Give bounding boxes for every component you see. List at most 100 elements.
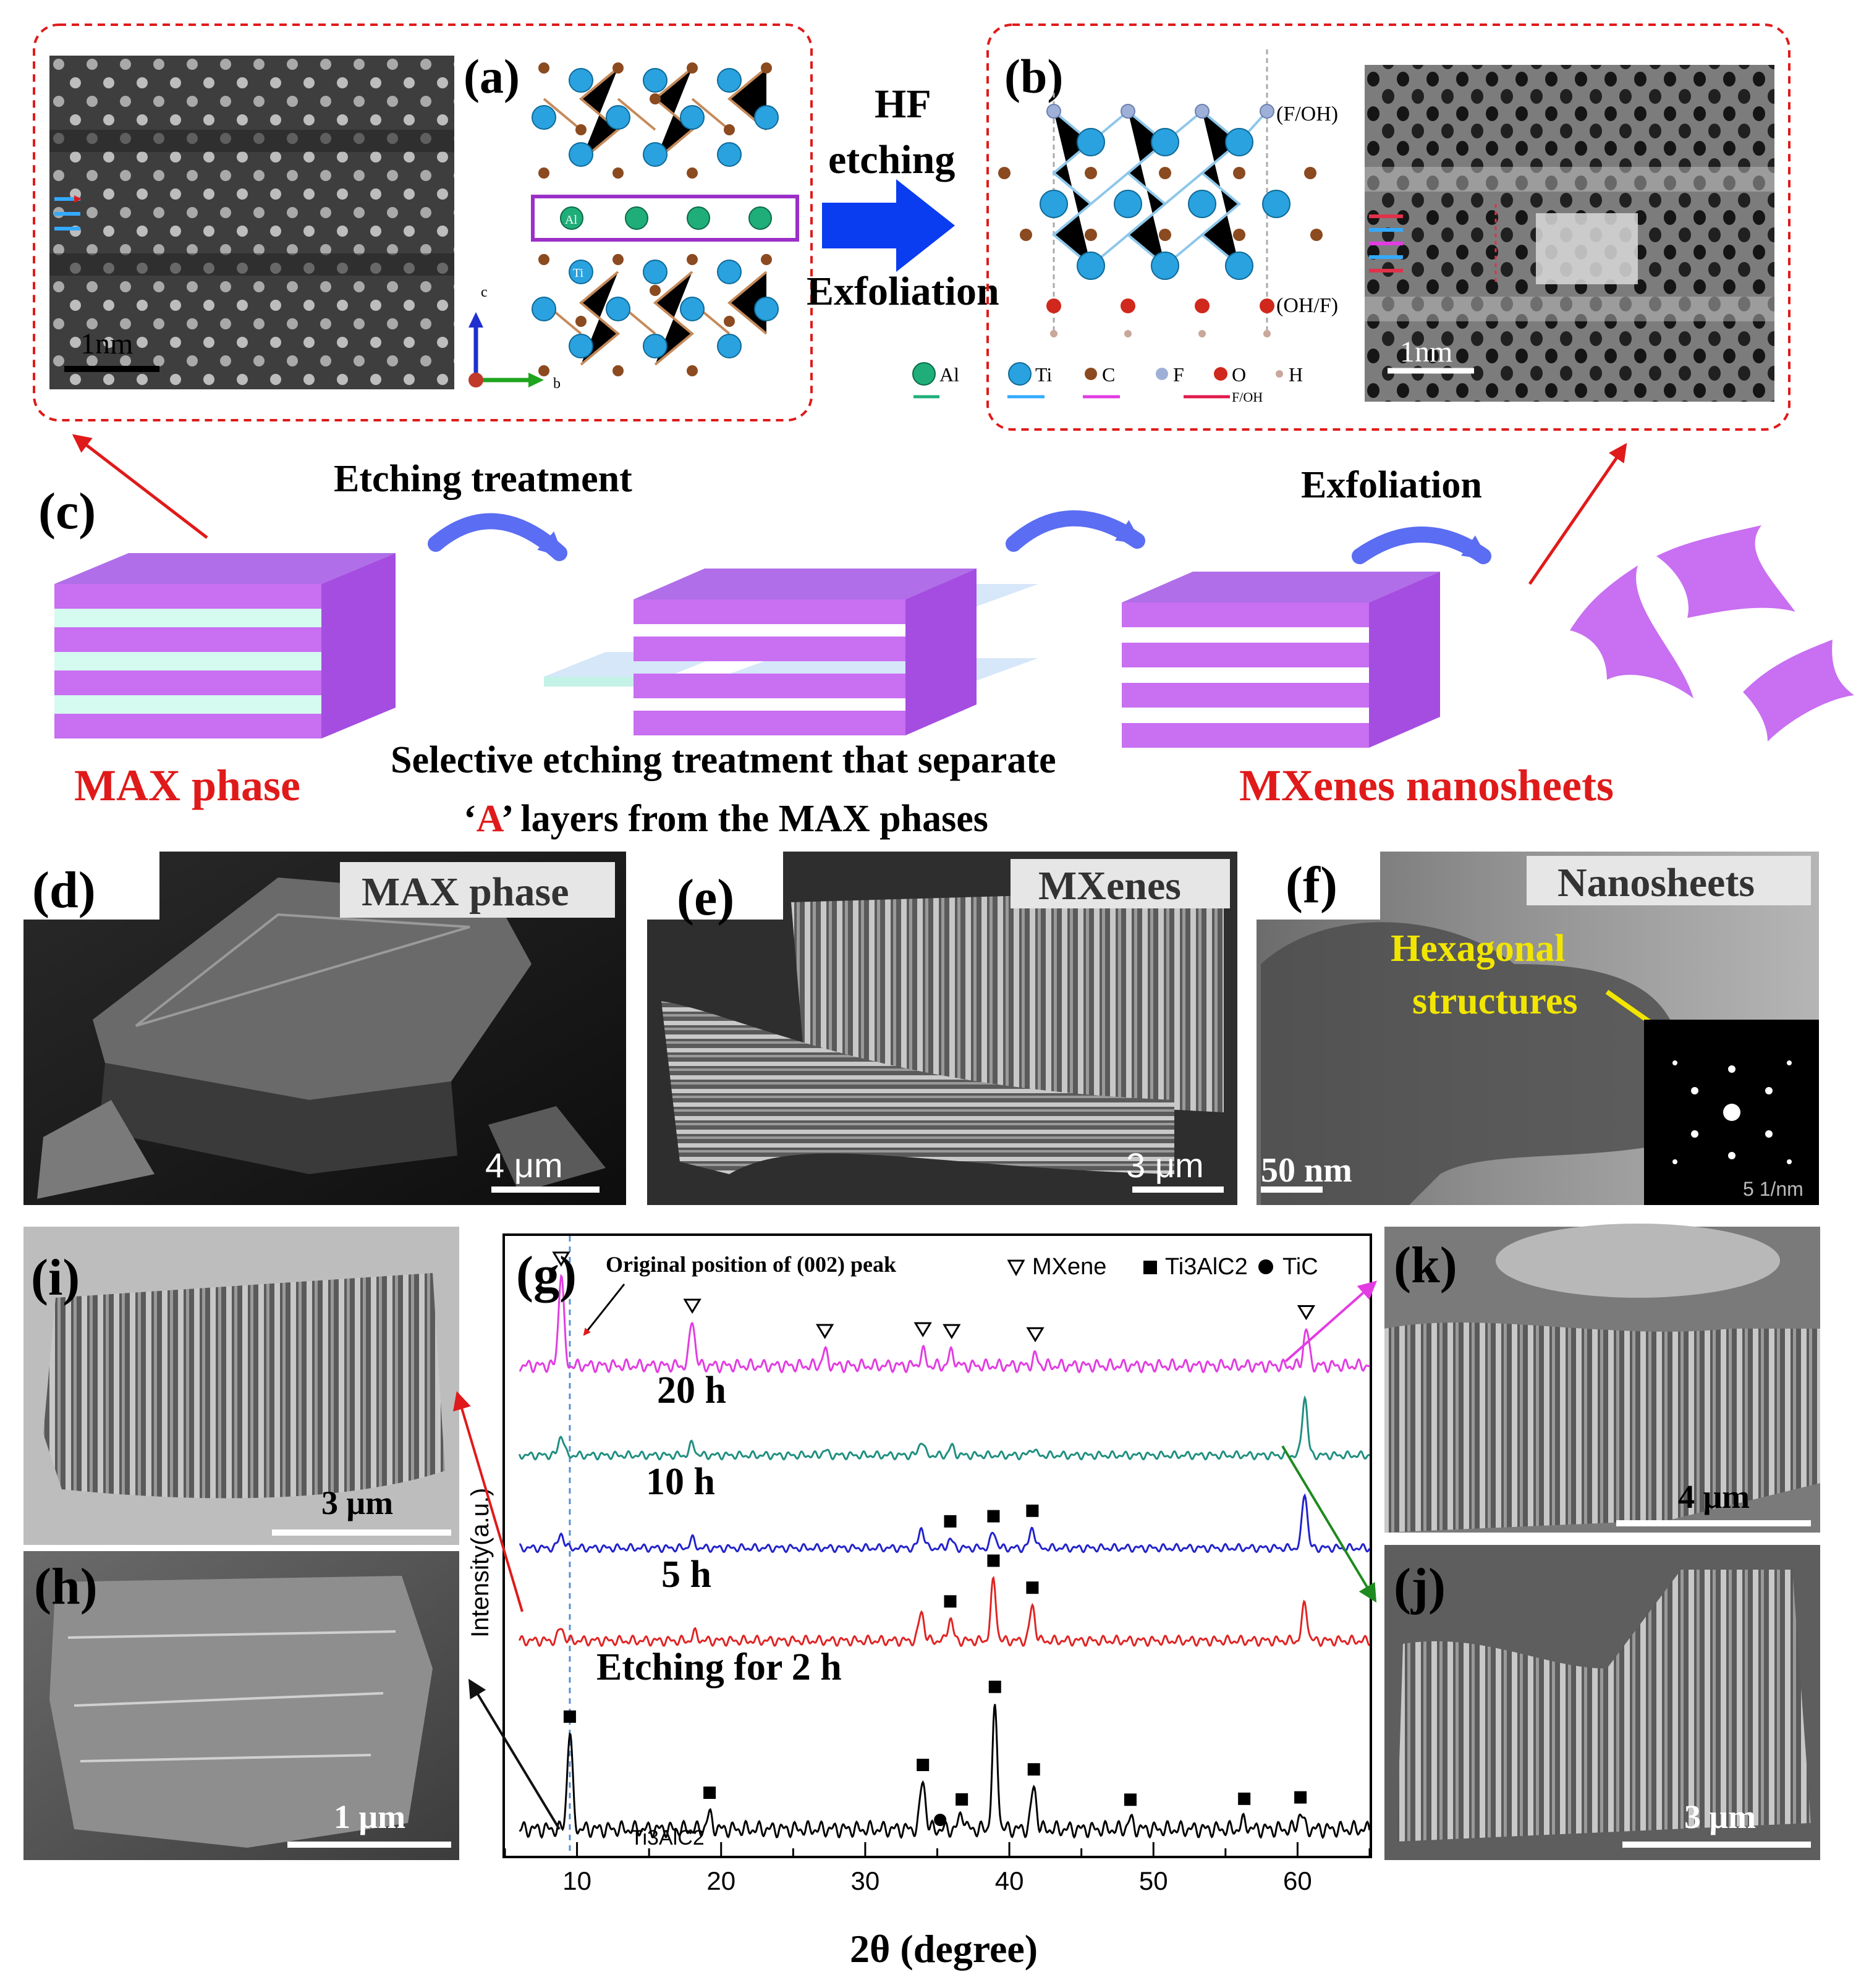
panel-b-light-band: [1365, 297, 1774, 321]
panel-a-crystal-model: Al Ti: [531, 62, 799, 376]
xrd-peak-marker: [815, 1324, 834, 1339]
x-tick-label: 30: [851, 1866, 880, 1895]
xrd-peak-marker: [1027, 1763, 1040, 1776]
caption-quote-open: ‘: [464, 798, 477, 840]
panel-e-tag-box: [1011, 859, 1230, 908]
xrd-peak-marker: [552, 1251, 570, 1267]
arrow-to-panel-i: [453, 1391, 523, 1612]
x-tick-label: 40: [995, 1866, 1024, 1895]
panel-j-scale-text: 3 μm: [1684, 1798, 1756, 1835]
legend-mxene: MXene: [1032, 1254, 1106, 1280]
panel-f-label-box: [1257, 852, 1380, 920]
legend-ti-icon: [1008, 362, 1032, 386]
panel-k-top-flake: [1496, 1224, 1780, 1298]
ti-c-bonds: [543, 67, 768, 366]
original-peak-annotation: Original position of (002) peak: [606, 1252, 896, 1277]
xrd-markers: [552, 1251, 1316, 1826]
panel-i-scale-text: 3 μm: [321, 1484, 393, 1521]
c-atoms-bottom: [538, 254, 772, 376]
panel-f: (f) Nanosheets Hexagonal structures 5 1/…: [1257, 852, 1819, 1205]
panel-d-scale-text: 4 μm: [485, 1146, 563, 1185]
legend-tic: TiC: [1282, 1254, 1318, 1280]
top-termination-label: (F/OH): [1276, 103, 1338, 125]
max-phase-label: MAX phase: [74, 761, 300, 810]
xrd-peak-marker: [956, 1793, 968, 1806]
step-mid-arrow: [1006, 510, 1145, 552]
legend-arrow-note: F/OH: [1232, 389, 1263, 405]
axis-b-label: b: [553, 376, 561, 392]
xrd-peak-marker: [917, 1759, 930, 1772]
x-tick-label: 20: [706, 1866, 735, 1895]
panel-i-sample: [43, 1273, 445, 1499]
mxene-accordion-lower: [661, 1001, 1174, 1174]
panel-j-sample: [1397, 1570, 1811, 1842]
hf-etching-transform: HF etching Exfoliation: [807, 82, 999, 314]
caption-line1: Selective etching treatment that separat…: [391, 739, 1056, 781]
original-peak-arrow: [583, 1284, 625, 1336]
exfoliation-text: Exfoliation: [807, 269, 999, 314]
xrd-peak-marker: [987, 1554, 1000, 1567]
panel-b-arrows: [1369, 214, 1403, 273]
curve-label-10h: 10 h: [646, 1461, 715, 1503]
legend-c-icon: [1085, 368, 1097, 380]
panel-e-scale-text: 3 μm: [1126, 1146, 1204, 1185]
xrd-peak-marker: [1294, 1791, 1307, 1804]
hf-text: HF: [875, 82, 931, 127]
panel-a-dark-band: [49, 130, 454, 152]
hexagonal-annotation-line2: structures: [1412, 980, 1577, 1022]
legend-f: F: [1173, 363, 1184, 386]
panel-g-label: (g): [516, 1246, 577, 1303]
panel-d-tag: MAX phase: [362, 869, 569, 915]
curve-label-20h: 20 h: [657, 1369, 726, 1411]
xrd-series: [518, 1274, 1371, 1839]
nanosheet-region: [1261, 922, 1681, 1205]
panel-a-stem-image: [49, 56, 454, 389]
panel-f-scale-text: 50 nm: [1261, 1151, 1352, 1190]
xrd-peak-marker: [703, 1786, 716, 1799]
panel-j-label: (j): [1394, 1558, 1446, 1615]
c-atoms-top: [538, 62, 772, 179]
x-tick-label: 60: [1283, 1866, 1312, 1895]
legend-ti3alc2: Ti3AlC2: [1165, 1254, 1248, 1280]
legend-al-icon: [912, 362, 936, 386]
xrd-peak-marker: [913, 1322, 932, 1338]
step1-arrow: [428, 513, 567, 561]
etching-text: etching: [828, 137, 955, 182]
axis-c-label: c: [481, 284, 488, 300]
panel-e-tag: MXenes: [1038, 863, 1181, 908]
legend-mxene-icon: [1007, 1259, 1025, 1277]
panel-h: (h) 1 μm: [23, 1551, 459, 1860]
panel-d-tag-box: [340, 862, 615, 918]
panel-d-label: (d): [32, 861, 96, 919]
panel-d: (d) MAX phase 4 μm: [23, 852, 626, 1205]
ti-atoms-top: [532, 68, 779, 167]
saed-scale-text: 5 1/nm: [1743, 1178, 1803, 1200]
panel-b-light-band: [1365, 167, 1774, 192]
curve-label-5h: 5 h: [661, 1554, 711, 1596]
xrd-peak-marker: [1238, 1792, 1251, 1805]
panel-a-scale-text: 1nm: [80, 328, 133, 360]
legend-h-icon: [1276, 370, 1283, 378]
panel-h-steps: [67, 1630, 396, 1762]
max-crystal-ridge: [135, 913, 470, 1027]
panel-b: (b): [912, 23, 1791, 431]
arrow-to-panel-b: [1528, 442, 1627, 585]
mxene-accordion-upper: [791, 890, 1224, 1112]
panel-k-label: (k): [1394, 1237, 1457, 1294]
panel-g: 10 20 30 40 50 60 (g) Original position of (0…: [453, 1233, 1377, 1971]
xrd-peak-marker: [944, 1515, 957, 1528]
legend-c: C: [1102, 363, 1115, 386]
curve-label-ti3alc2: Ti3AlC2: [630, 1826, 705, 1850]
xrd-legend: MXene Ti3AlC2 TiC: [1007, 1254, 1318, 1280]
panel-a-dark-band: [49, 253, 454, 276]
hexagonal-annotation-line1: Hexagonal: [1391, 928, 1565, 970]
mxene-nanosheets-label: MXenes nanosheets: [1239, 761, 1614, 810]
etching-arrow: [822, 179, 955, 272]
saed-spots: [1672, 1060, 1792, 1164]
panel-a: 1nm (a) Al: [33, 23, 813, 421]
panel-k: (k) 4 μm: [1384, 1224, 1820, 1533]
caption-a: A: [477, 798, 504, 840]
xrd-peak-marker: [943, 1324, 961, 1340]
xrd-series-line: [519, 1274, 1371, 1374]
